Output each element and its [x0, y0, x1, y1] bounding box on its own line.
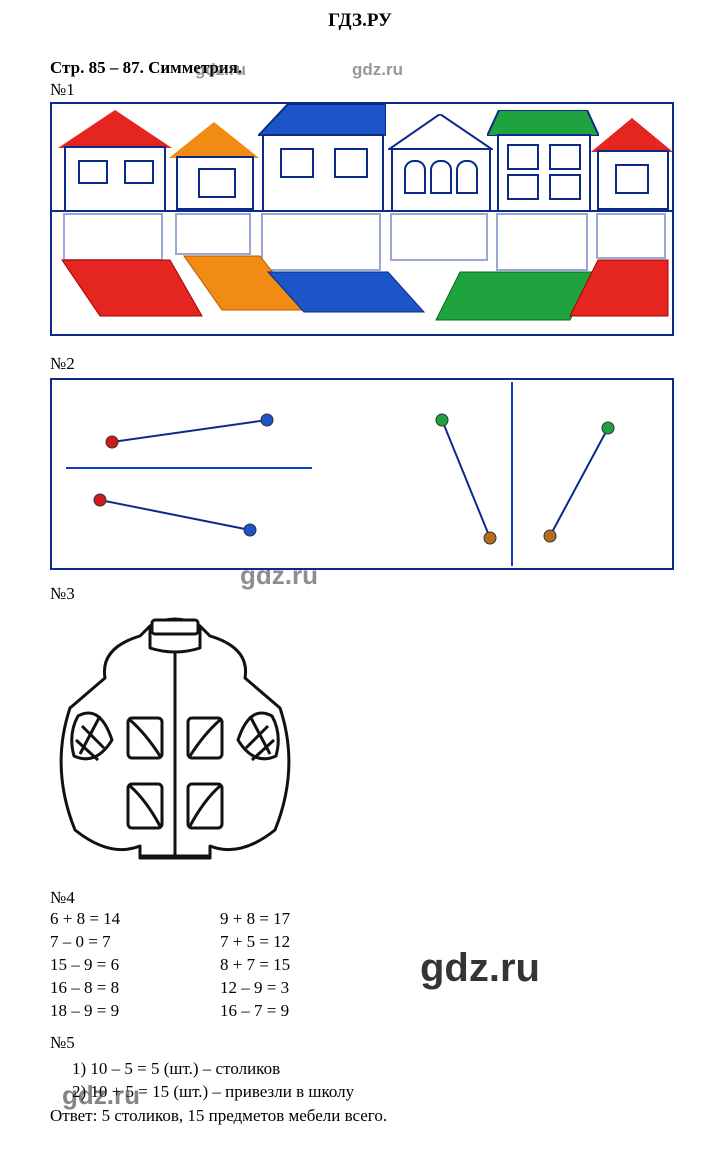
task5-label: №5: [50, 1033, 720, 1053]
house-5: [493, 106, 593, 210]
window: [615, 164, 649, 194]
eq: 9 + 8 = 17: [220, 908, 390, 931]
roof-icon: [58, 110, 172, 148]
window: [124, 160, 154, 184]
eq: 15 – 9 = 6: [50, 954, 220, 977]
task4-equations: 6 + 8 = 14 7 – 0 = 7 15 – 9 = 6 16 – 8 =…: [50, 908, 720, 1023]
site-title: ГДЗ.РУ: [0, 0, 720, 32]
task3-label: №3: [50, 584, 720, 604]
roof-icon: [388, 114, 493, 150]
jacket-icon: [50, 608, 300, 868]
window-arch: [404, 160, 426, 194]
window: [280, 148, 314, 178]
task1-label: №1: [50, 80, 720, 100]
window: [507, 144, 539, 170]
window: [507, 174, 539, 200]
eq: 8 + 7 = 15: [220, 954, 390, 977]
task5-solution: 1) 10 – 5 = 5 (шт.) – столиков 2) 10 + 5…: [50, 1057, 720, 1128]
window: [549, 144, 581, 170]
sol-line: 2) 10 + 5 = 15 (шт.) – привезли в школу: [50, 1080, 720, 1104]
task2-label: №2: [50, 354, 720, 374]
reflection: [52, 212, 672, 332]
figure-houses: [50, 102, 674, 336]
window: [549, 174, 581, 200]
sol-line: 1) 10 – 5 = 5 (шт.) – столиков: [50, 1057, 720, 1081]
page-heading: Стр. 85 – 87. Симметрия.: [50, 58, 720, 78]
house-3: [258, 104, 386, 210]
roof-icon: [258, 104, 386, 136]
answer-line: Ответ: 5 столиков, 15 предметов мебели в…: [50, 1104, 720, 1128]
window: [198, 168, 236, 198]
eq: 7 + 5 = 12: [220, 931, 390, 954]
roof-icon: [591, 118, 673, 152]
segments-svg: [52, 380, 672, 568]
house-1: [60, 110, 170, 210]
window-arch: [430, 160, 452, 194]
task4-label: №4: [50, 888, 720, 908]
eq: 16 – 8 = 8: [50, 977, 220, 1000]
window: [78, 160, 108, 184]
window: [334, 148, 368, 178]
figure-segments: [50, 378, 674, 570]
house-4: [388, 114, 493, 210]
roof-icon: [169, 122, 259, 158]
eq: 7 – 0 = 7: [50, 931, 220, 954]
eq: 12 – 9 = 3: [220, 977, 390, 1000]
eq: 18 – 9 = 9: [50, 1000, 220, 1023]
eq: 16 – 7 = 9: [220, 1000, 390, 1023]
roof-icon: [487, 110, 599, 136]
house-2: [170, 122, 258, 210]
figure-jacket: [50, 608, 300, 868]
eq: 6 + 8 = 14: [50, 908, 220, 931]
house-6: [593, 118, 671, 210]
window-arch: [456, 160, 478, 194]
